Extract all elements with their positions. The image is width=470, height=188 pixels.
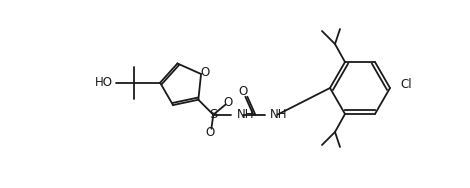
Text: O: O: [206, 126, 215, 139]
Text: HO: HO: [95, 76, 113, 89]
Text: NH: NH: [270, 108, 288, 121]
Text: Cl: Cl: [400, 79, 412, 92]
Text: O: O: [239, 85, 248, 98]
Text: O: O: [224, 96, 233, 109]
Text: NH: NH: [237, 108, 255, 121]
Text: O: O: [200, 67, 210, 80]
Text: S: S: [209, 108, 218, 121]
